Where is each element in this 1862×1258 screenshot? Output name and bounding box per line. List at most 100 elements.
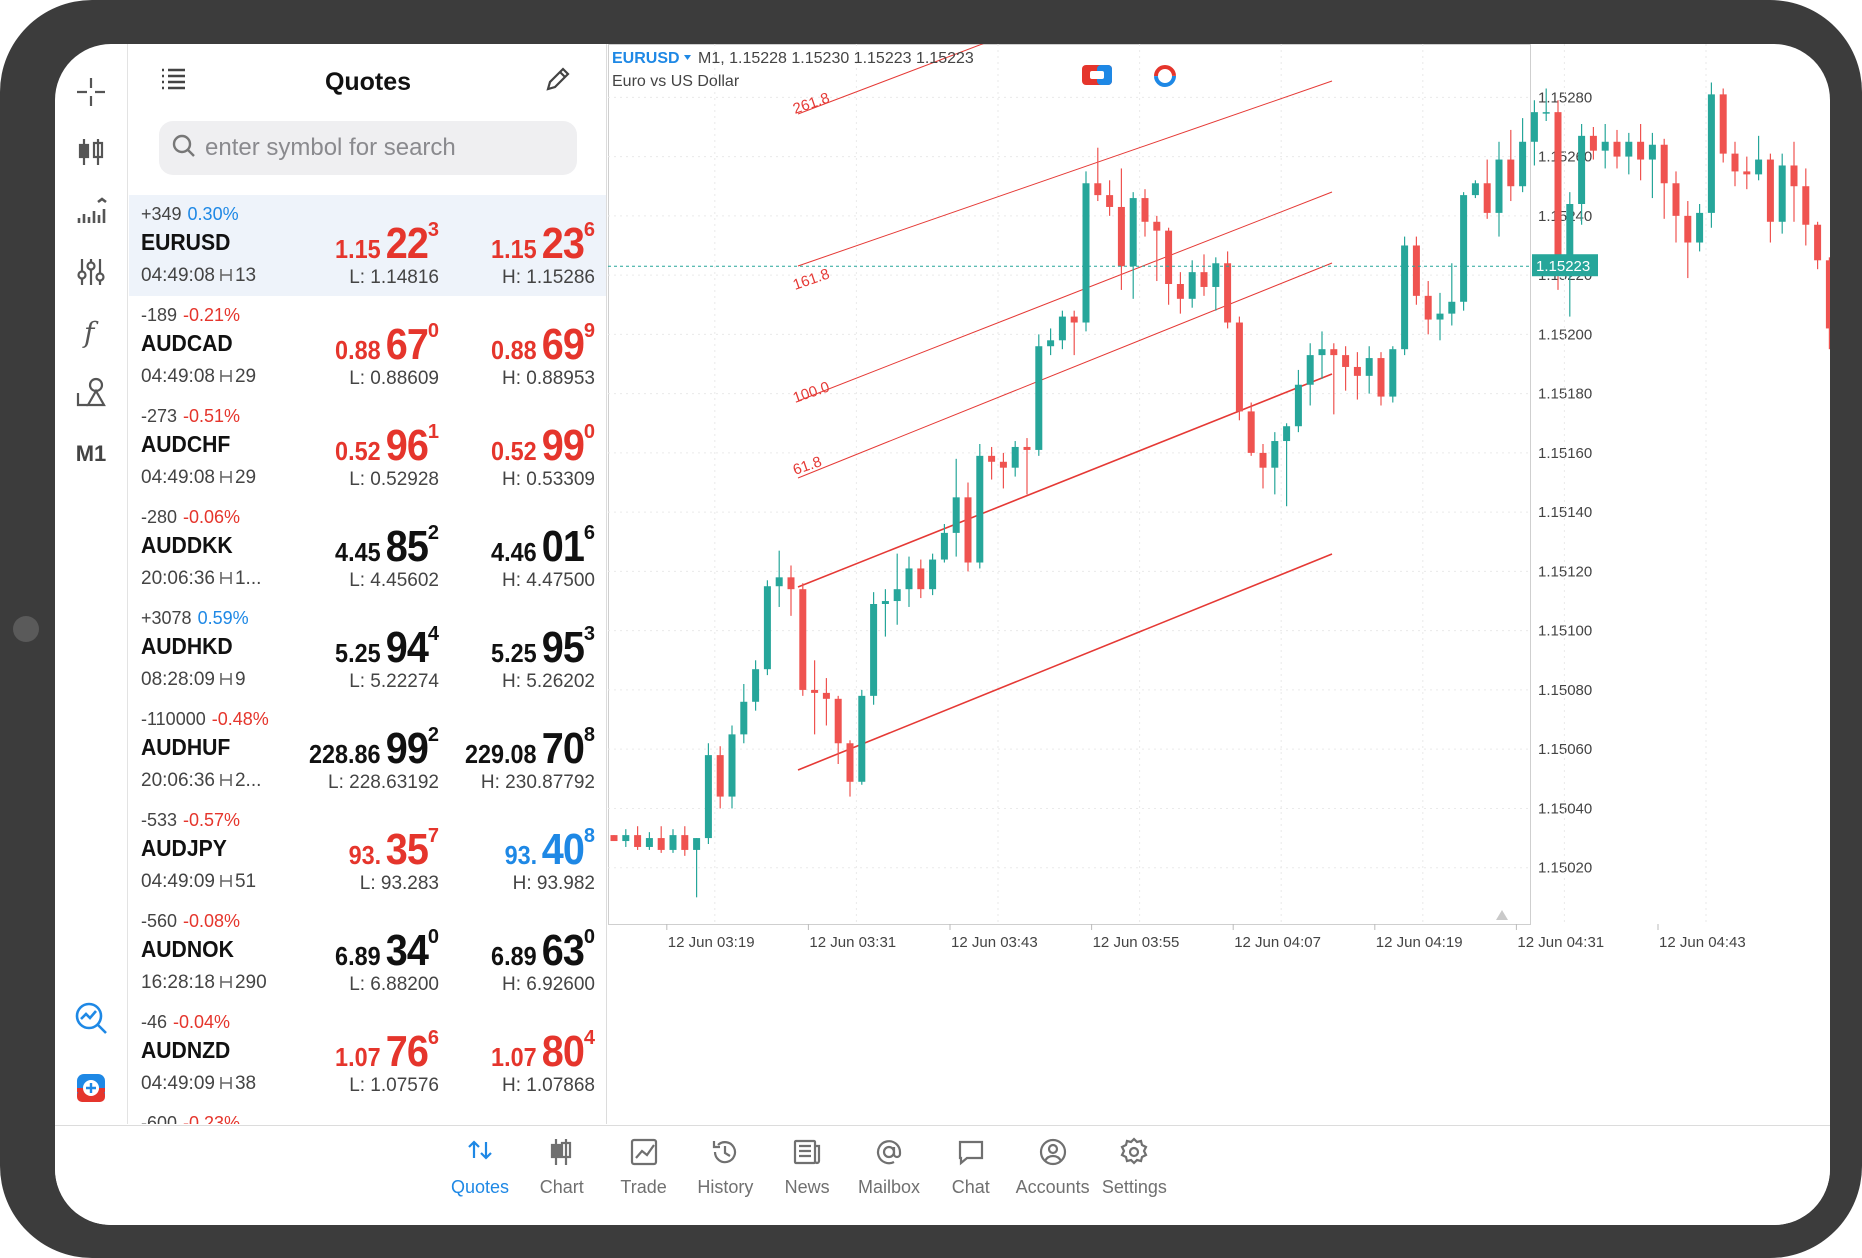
candle — [1483, 159, 1491, 219]
svg-text:f: f — [82, 316, 99, 349]
candle — [1672, 171, 1680, 243]
spread-value: 51 — [234, 871, 257, 892]
candle-body — [1589, 135, 1597, 151]
candle-body — [1023, 446, 1031, 450]
candle-body — [846, 743, 854, 782]
change-points: -560 — [141, 911, 178, 931]
one-click-trading-icon[interactable] — [1082, 65, 1112, 85]
quote-row[interactable]: -600 -0.23% — [129, 1104, 606, 1124]
candle — [763, 580, 771, 676]
bid-price[interactable]: 228.86 992 — [301, 724, 439, 774]
spread-icon — [215, 568, 235, 589]
search-input[interactable] — [205, 134, 555, 162]
candle-body — [1471, 183, 1479, 196]
quote-change: +349 0.30% — [141, 204, 239, 225]
candle-body — [1778, 165, 1786, 222]
candle — [1601, 124, 1609, 169]
ask-price[interactable]: 1.15 236 — [486, 219, 595, 269]
nav-quotes[interactable]: Quotes — [432, 1136, 528, 1198]
nav-trade[interactable]: Trade — [596, 1136, 692, 1198]
quote-time: 20:06:36 2... — [141, 770, 261, 792]
candle-body — [1802, 186, 1810, 225]
bid-price[interactable]: 1.15 223 — [330, 219, 439, 269]
candle-body — [1578, 135, 1586, 204]
price-chart[interactable]: 1.152801.152601.152401.152201.152001.151… — [608, 44, 1830, 1124]
ask-price[interactable]: 0.52 990 — [486, 421, 595, 471]
price-fraction: 2 — [427, 522, 439, 544]
candle — [669, 829, 677, 853]
crosshair-icon[interactable] — [69, 70, 113, 114]
high-price: H: 1.07868 — [502, 1075, 595, 1096]
depth-of-market-icon[interactable] — [1154, 65, 1176, 87]
price-prefix: 4.45 — [335, 537, 381, 567]
ask-price[interactable]: 229.08 708 — [457, 724, 595, 774]
y-tick-label: 1.15040 — [1538, 800, 1592, 817]
bid-price[interactable]: 1.07 766 — [330, 1027, 439, 1077]
nav-chat[interactable]: Chat — [923, 1136, 1019, 1198]
price-prefix: 229.08 — [465, 739, 537, 769]
candle-body — [1035, 346, 1043, 450]
low-price: L: 1.14816 — [349, 267, 439, 288]
ask-price[interactable]: 5.25 953 — [486, 623, 595, 673]
function-icon[interactable]: f — [69, 310, 113, 354]
nav-accounts[interactable]: Accounts — [1005, 1136, 1101, 1198]
candlestick-icon[interactable] — [69, 130, 113, 174]
candle — [1731, 141, 1739, 187]
search-box[interactable] — [159, 121, 577, 175]
timeframe-button[interactable]: M1 — [75, 441, 107, 466]
nav-history[interactable]: History — [677, 1136, 773, 1198]
quote-row[interactable]: -280 -0.06% AUDDKK 20:06:36 1... 4.45 852 4.46 0… — [129, 498, 606, 599]
time-value: 04:49:08 — [141, 467, 215, 488]
candle-body — [1377, 358, 1385, 397]
signals-icon[interactable] — [69, 996, 113, 1040]
y-tick-label: 1.15080 — [1538, 682, 1592, 699]
fib-channel-line — [797, 191, 1333, 402]
quote-row[interactable]: -189 -0.21% AUDCAD 04:49:08 29 0.88 670 0.88 699… — [129, 296, 606, 397]
quote-row[interactable]: -273 -0.51% AUDCHF 04:49:08 29 0.52 961 0.52 990… — [129, 397, 606, 498]
quote-row[interactable]: -560 -0.08% AUDNOK 16:28:18 290 6.89 340 6.89 63… — [129, 902, 606, 1003]
ask-price[interactable]: 4.46 016 — [486, 522, 595, 572]
ask-price[interactable]: 0.88 699 — [486, 320, 595, 370]
bid-price[interactable]: 4.45 852 — [330, 522, 439, 572]
add-trade-icon[interactable] — [69, 1066, 113, 1110]
price-big-digits: 23 — [541, 219, 585, 268]
fib-channel-line — [797, 80, 1333, 267]
ask-price[interactable]: 1.07 804 — [486, 1027, 595, 1077]
quote-row[interactable]: +349 0.30% EURUSD 04:49:08 13 1.15 223 1.15 236 L… — [129, 195, 606, 296]
list-icon[interactable] — [159, 66, 187, 97]
bid-price[interactable]: 6.89 340 — [330, 926, 439, 976]
quote-list: +349 0.30% EURUSD 04:49:08 13 1.15 223 1.15 236 L… — [129, 195, 606, 1124]
candlestick-chart[interactable]: 1.152801.152601.152401.152201.152001.151… — [608, 44, 1830, 1124]
chart-description: Euro vs US Dollar — [612, 73, 740, 90]
objects-shapes-icon[interactable] — [69, 370, 113, 414]
quote-row[interactable]: -46 -0.04% AUDNZD 04:49:09 38 1.07 766 1.07 804 L… — [129, 1003, 606, 1104]
candle — [1648, 132, 1656, 199]
nav-settings[interactable]: Settings — [1086, 1136, 1182, 1198]
candle-body — [870, 604, 878, 696]
quote-change: -280 -0.06% — [141, 507, 240, 528]
symbol-name: AUDHUF — [141, 734, 231, 760]
quote-row[interactable]: -533 -0.57% AUDJPY 04:49:09 51 93. 357 93. 408 L:… — [129, 801, 606, 902]
bid-price[interactable]: 5.25 944 — [330, 623, 439, 673]
symbol-name: EURUSD — [141, 229, 231, 255]
ask-price[interactable]: 6.89 630 — [486, 926, 595, 976]
chart-symbol[interactable]: EURUSD — [612, 50, 680, 67]
ask-price[interactable]: 93. 408 — [501, 825, 595, 875]
quote-row[interactable]: -110000 -0.48% AUDHUF 20:06:36 2... 228.86 992… — [129, 700, 606, 801]
spread-icon — [215, 1073, 235, 1094]
bid-price[interactable]: 93. 357 — [345, 825, 439, 875]
change-percent: -0.23% — [183, 1113, 241, 1124]
sliders-icon[interactable] — [69, 250, 113, 294]
pencil-icon[interactable] — [543, 64, 573, 99]
indicators-bars-icon[interactable] — [69, 190, 113, 234]
price-big-digits: 80 — [541, 1027, 585, 1076]
bid-price[interactable]: 0.88 670 — [330, 320, 439, 370]
quote-row[interactable]: +3078 0.59% AUDHKD 08:28:09 9 5.25 944 5.25 953 L… — [129, 599, 606, 700]
candle — [1495, 141, 1503, 237]
nav-mailbox[interactable]: Mailbox — [841, 1136, 937, 1198]
nav-news[interactable]: News — [759, 1136, 855, 1198]
candle — [940, 524, 948, 563]
nav-chart[interactable]: Chart — [514, 1136, 610, 1198]
bid-price[interactable]: 0.52 961 — [330, 421, 439, 471]
change-percent: -0.57% — [183, 810, 241, 830]
